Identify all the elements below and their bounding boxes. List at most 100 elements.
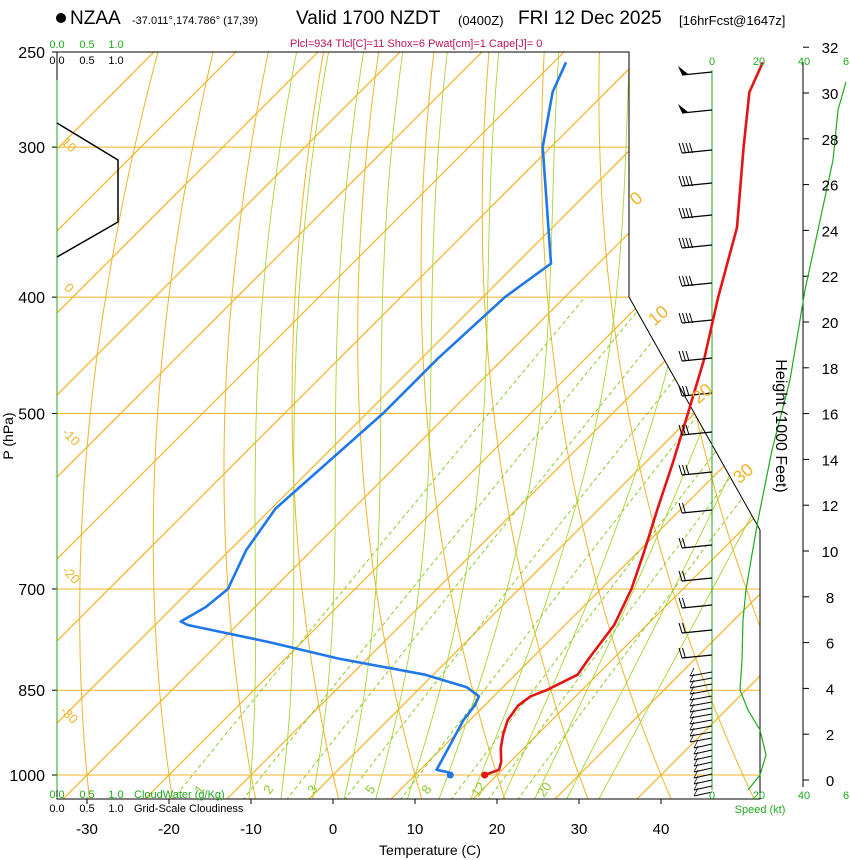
speed-top-label: 40 <box>798 56 810 68</box>
mixing-ratio-line <box>399 296 760 799</box>
mixing-ratio-line <box>487 296 760 799</box>
pressure-label: 300 <box>18 140 45 157</box>
sounding-params: Plcl=934 Tlcl[C]=11 Shox=6 Pwat[cm]=1 Ca… <box>290 38 543 50</box>
x-axis-title: Temperature (C) <box>379 842 481 858</box>
dry-adiabat-line <box>223 52 274 799</box>
x-tick-label: -30 <box>76 821 98 838</box>
cloudiness-profile <box>56 122 119 258</box>
wind-barb <box>678 424 713 436</box>
pressure-label: 250 <box>18 45 45 62</box>
speed-top-label: 0 <box>709 56 715 68</box>
cloudiness-top-label: 0.0 <box>49 55 64 67</box>
wind-barb <box>678 537 713 549</box>
mixing-ratio-line <box>343 296 741 799</box>
wind-barb <box>678 464 713 476</box>
height-label: 12 <box>822 498 839 515</box>
cloudwater-bottom-label: 0.5 <box>79 789 94 801</box>
mixing-ratio-label: 20 <box>534 779 555 799</box>
speed-axis-title: Speed (kt) <box>735 804 786 816</box>
wind-barb <box>678 207 713 219</box>
cloudwater-top-label: 0.5 <box>79 39 94 51</box>
height-label: 8 <box>826 590 834 607</box>
moist-adiabat-line <box>469 52 631 799</box>
isotherm-line <box>390 52 760 799</box>
cloudwater-top-label: 0.0 <box>49 39 64 51</box>
forecast-info: [16hrFcst@1647z] <box>679 13 786 28</box>
mixing-ratio-label: 3 <box>304 782 320 797</box>
height-label: 18 <box>822 361 839 378</box>
speed-bottom-label: 40 <box>798 790 810 802</box>
dry-adiabat-line <box>420 52 506 799</box>
wind-barb <box>678 104 713 114</box>
cloudwater-bottom-label: 1.0 <box>108 789 123 801</box>
speed-top-label: 20 <box>753 56 765 68</box>
moist-adiabat-line <box>311 52 364 799</box>
wind-barb <box>678 175 713 187</box>
pressure-label: 400 <box>18 290 45 307</box>
height-label: 26 <box>822 178 839 195</box>
wind-barb <box>678 142 713 154</box>
pressure-label: 850 <box>18 683 45 700</box>
moist-adiabat-line <box>533 52 760 799</box>
dry-adiabat-label: 10 <box>644 301 672 329</box>
moist-adiabat-line <box>437 52 560 799</box>
dry-adiabat-line <box>654 52 760 799</box>
mixing-ratio-label: 2 <box>260 782 276 797</box>
height-label: 30 <box>822 86 839 103</box>
isotherm-line <box>57 52 729 799</box>
dry-adiabat-line <box>598 52 756 799</box>
wind-barb <box>678 597 713 609</box>
isotherm-line <box>57 52 647 799</box>
speed-bottom-label: 0 <box>709 790 715 802</box>
dry-adiabat-line <box>291 52 340 799</box>
height-label: 20 <box>822 315 839 332</box>
wind-barb <box>678 350 713 362</box>
isotherm-line <box>554 52 760 799</box>
isotherm-line <box>57 52 565 799</box>
x-tick-label: -10 <box>240 821 262 838</box>
dry-adiabat-line <box>79 52 165 799</box>
cloudiness-bottom-label: 0.5 <box>79 803 94 815</box>
x-tick-label: 20 <box>489 821 506 838</box>
isotherm-line <box>57 52 483 799</box>
isotherm-line <box>57 52 319 799</box>
wind-barb <box>678 312 713 324</box>
surface-temperature-marker <box>481 771 489 779</box>
wind-barb <box>678 570 713 582</box>
cloudwater-top-label: 1.0 <box>108 39 123 51</box>
moist-adiabat-line <box>565 52 760 799</box>
moist-adiabat-line <box>597 52 760 799</box>
cloudiness-title: Grid-Scale Cloudiness <box>134 803 244 815</box>
isotherm-label: -10 <box>59 425 83 449</box>
temperature-line <box>484 61 764 777</box>
isotherm-line <box>57 52 401 799</box>
pressure-label: 700 <box>18 582 45 599</box>
dry-adiabat-line <box>357 52 423 799</box>
height-label: 10 <box>822 544 839 561</box>
height-label: 28 <box>822 132 839 149</box>
cloudwater-bottom-label: 0.0 <box>49 789 64 801</box>
wind-barb <box>678 502 713 514</box>
dry-adiabat-line <box>481 52 589 799</box>
moist-adiabat-line <box>406 52 500 799</box>
mixing-ratio-line <box>516 296 760 799</box>
isotherm-line <box>57 52 237 799</box>
x-tick-label: 40 <box>653 821 670 838</box>
cloudiness-bottom-label: 0.0 <box>49 803 64 815</box>
pressure-label: 1000 <box>9 768 45 785</box>
moist-adiabat-line <box>343 52 404 799</box>
wind-barb <box>678 622 713 634</box>
dry-adiabat-line <box>152 52 219 799</box>
valid-time: Valid 1700 NZDT <box>296 8 441 29</box>
dry-adiabat-line <box>540 52 673 799</box>
x-tick-label: 30 <box>571 821 588 838</box>
height-label: 0 <box>826 773 834 790</box>
speed-top-label: 6 <box>843 56 849 68</box>
isotherm-line <box>472 52 760 799</box>
height-label: 24 <box>822 223 839 240</box>
isotherm-label: -30 <box>57 703 81 727</box>
isotherm-label: 0 <box>61 280 77 296</box>
wind-barb <box>693 787 713 797</box>
y-axis-title: P (hPa) <box>0 412 16 459</box>
